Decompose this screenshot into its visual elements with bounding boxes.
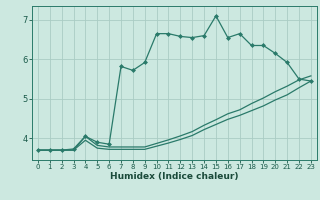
X-axis label: Humidex (Indice chaleur): Humidex (Indice chaleur) xyxy=(110,172,239,181)
